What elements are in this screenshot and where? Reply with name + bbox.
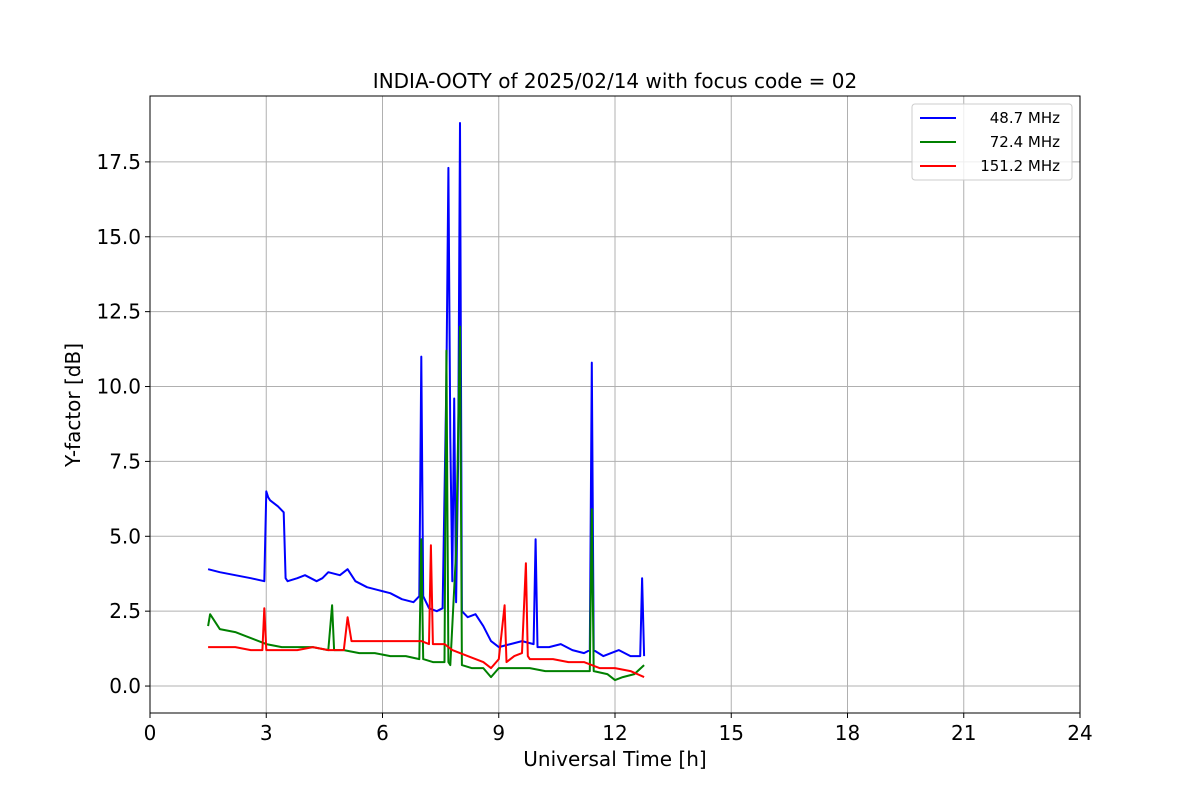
- x-tick-label: 24: [1067, 721, 1092, 745]
- y-tick-label: 15.0: [96, 225, 141, 249]
- x-tick-label: 3: [260, 721, 273, 745]
- y-tick-label: 7.5: [109, 449, 141, 473]
- x-tick-label: 6: [376, 721, 389, 745]
- legend-box: [911, 103, 1073, 181]
- x-axis-label: Universal Time [h]: [523, 747, 706, 771]
- y-axis-label: Y-factor [dB]: [61, 343, 85, 468]
- chart-title: INDIA-OOTY of 2025/02/14 with focus code…: [373, 69, 857, 93]
- axis-ticks: 0 3 6 9 12 15 18 21 24 0.0 2.5 5.0 7.5 10.0 12.5 15.0 17…: [96, 150, 1092, 745]
- y-tick-label: 2.5: [109, 599, 141, 623]
- y-tick-label: 0.0: [109, 674, 141, 698]
- legend-label: 48.7 MHz: [990, 109, 1060, 127]
- y-tick-label: 12.5: [96, 300, 141, 324]
- grid-lines: [149, 96, 1081, 713]
- x-tick-label: 21: [951, 721, 976, 745]
- x-tick-label: 0: [144, 721, 157, 745]
- x-tick-label: 15: [719, 721, 744, 745]
- x-tick-label: 18: [835, 721, 860, 745]
- series-lines: [207, 122, 646, 682]
- y-tick-label: 10.0: [96, 375, 141, 399]
- legend-label: 72.4 MHz: [990, 133, 1060, 151]
- series-line-2: [208, 544, 645, 679]
- legend: 48.7 MHz 72.4 MHz 151.2 MHz: [911, 103, 1073, 181]
- legend-label: 151.2 MHz: [980, 157, 1060, 175]
- y-tick-label: 5.0: [109, 524, 141, 548]
- x-tick-label: 12: [602, 721, 627, 745]
- series-line-1: [207, 325, 645, 682]
- x-tick-label: 9: [492, 721, 505, 745]
- series-line-0: [207, 122, 646, 658]
- y-tick-label: 17.5: [96, 150, 141, 174]
